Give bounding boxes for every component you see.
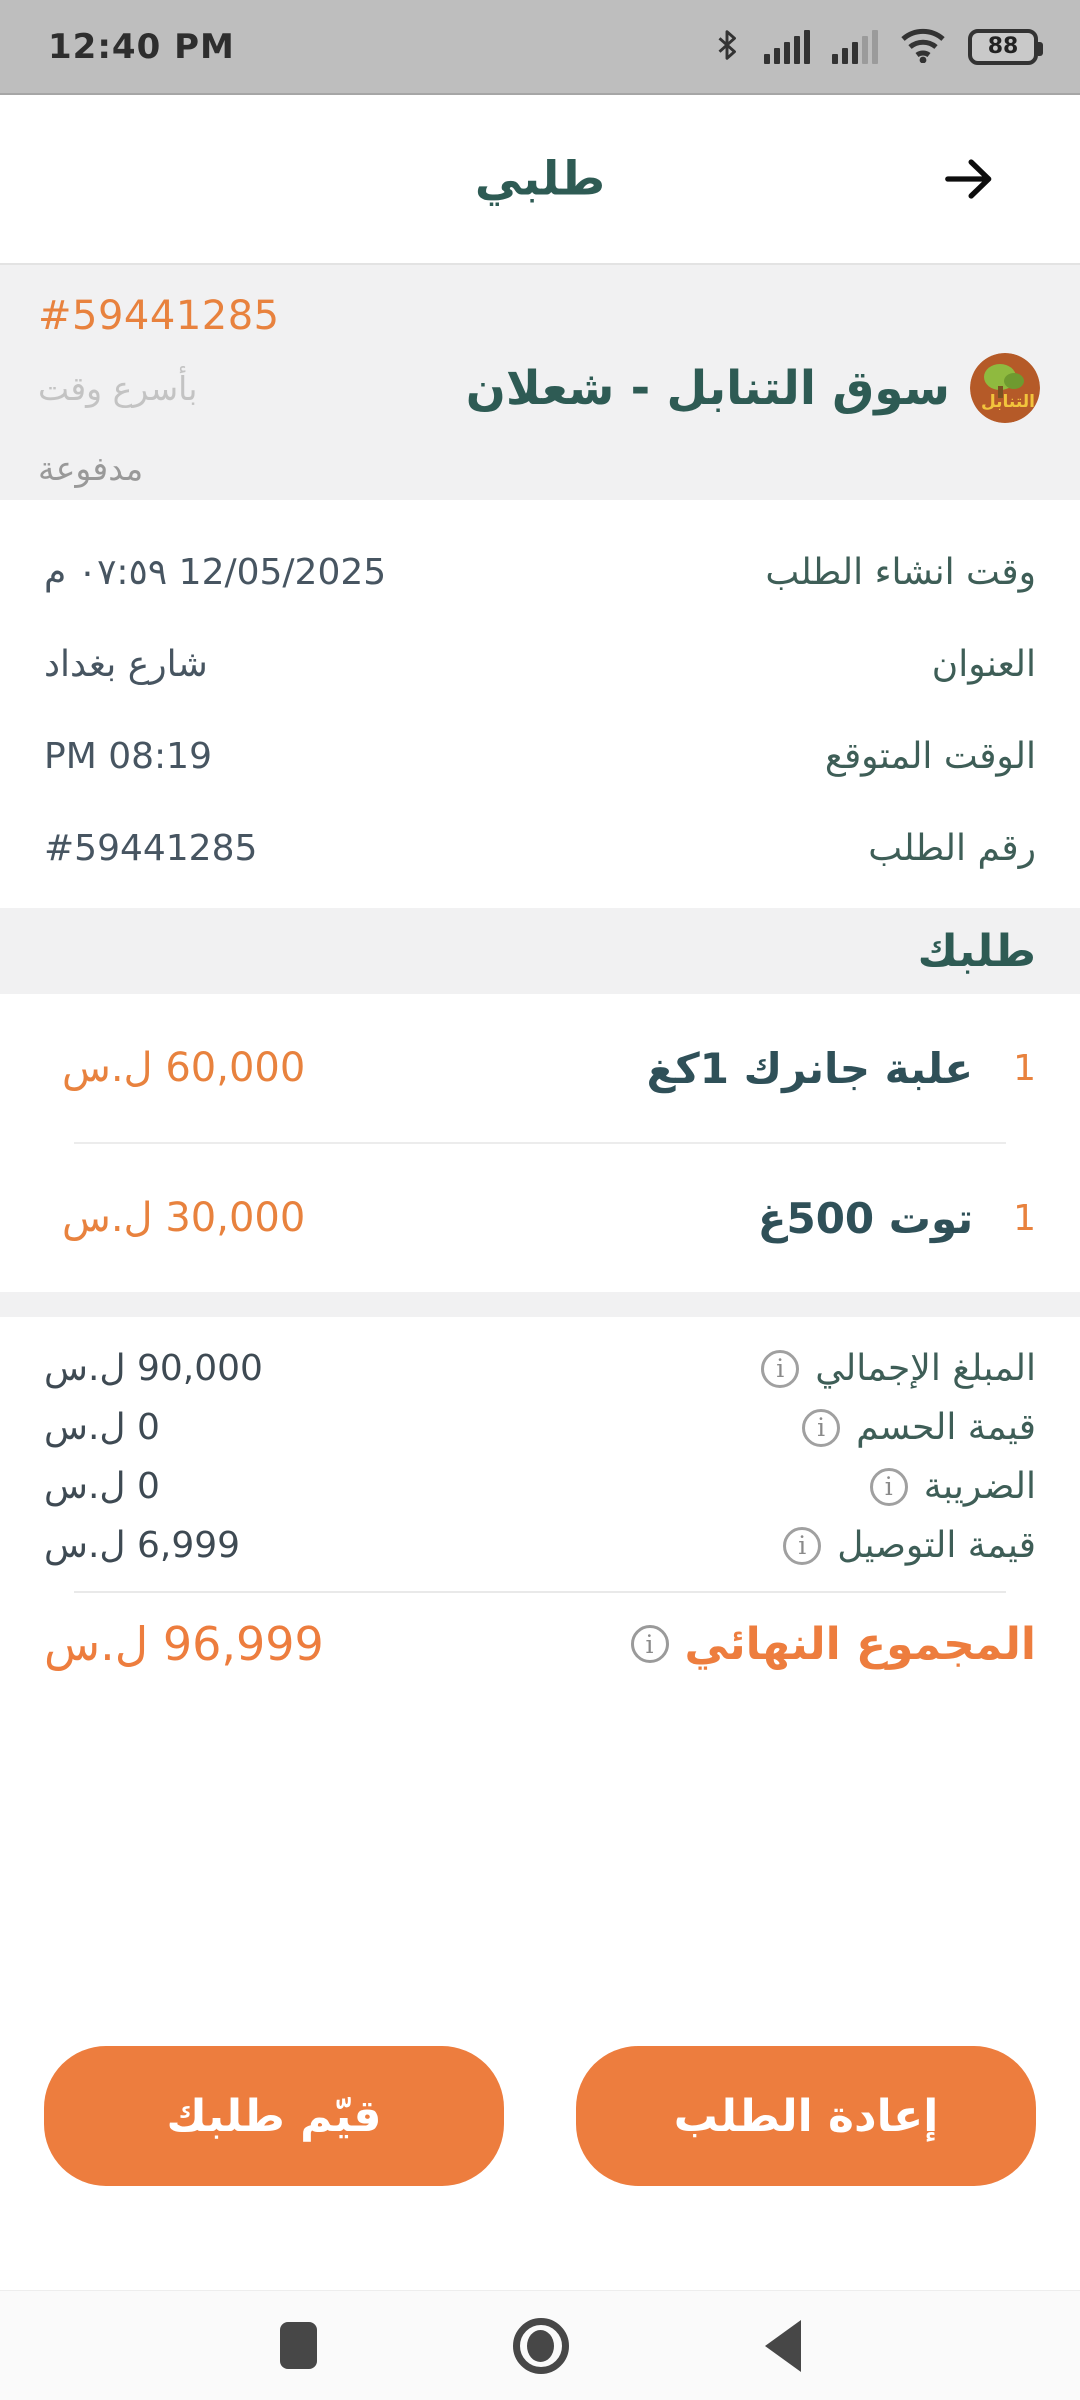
list-item: 1 علبة جانرك 1كغ 60,000 ل.س	[0, 994, 1080, 1142]
signal-sim2-icon	[832, 29, 878, 64]
total-row-delivery: قيمة التوصيل i 6,999 ل.س	[44, 1516, 1036, 1575]
info-icon[interactable]: i	[761, 1349, 800, 1388]
total-value: 0 ل.س	[44, 1466, 160, 1507]
total-row-discount: قيمة الحسم i 0 ل.س	[44, 1398, 1036, 1457]
total-label: المبلغ الإجمالي	[815, 1348, 1036, 1389]
android-nav-bar	[0, 2290, 1080, 2400]
battery-percent: 88	[987, 34, 1019, 59]
rate-order-button[interactable]: قيّم طلبك	[44, 2046, 504, 2186]
total-row-tax: الضريبة i 0 ل.س	[44, 1457, 1036, 1516]
total-value: 90,000 ل.س	[44, 1348, 263, 1389]
total-label: قيمة الحسم	[856, 1407, 1036, 1448]
store-group[interactable]: التنابل سوق التنابل - شعلان	[466, 353, 1040, 423]
spacer	[0, 2186, 1080, 2290]
detail-row-created-time: وقت انشاء الطلب 12/05/2025 ٠٧:٥٩ م	[44, 526, 1036, 618]
total-row-subtotal: المبلغ الإجمالي i 90,000 ل.س	[44, 1339, 1036, 1398]
status-time: 12:40 PM	[48, 26, 235, 67]
detail-label: وقت انشاء الطلب	[765, 551, 1036, 593]
app-header: طلبي	[0, 95, 1080, 265]
svg-text:التنابل: التنابل	[981, 392, 1035, 412]
item-quantity: 1	[1013, 1047, 1036, 1089]
wifi-icon	[900, 27, 946, 67]
order-card: #59441285 التنابل سوق التنابل - شعلان بأ…	[0, 265, 1080, 500]
info-icon[interactable]: i	[783, 1526, 822, 1565]
item-quantity: 1	[1013, 1197, 1036, 1239]
back-arrow-icon[interactable]	[942, 151, 998, 207]
signal-sim1-icon	[764, 29, 810, 64]
divider-strip	[0, 1292, 1080, 1317]
store-logo: التنابل	[970, 353, 1040, 423]
info-icon[interactable]: i	[802, 1408, 841, 1447]
total-label: الضريبة	[923, 1466, 1036, 1507]
detail-value: #59441285	[44, 827, 258, 869]
list-item: 1 توت 500غ 30,000 ل.س	[0, 1144, 1080, 1292]
detail-value: شارع بغداد	[44, 643, 208, 685]
page-title: طلبي	[474, 151, 606, 207]
battery-icon: 88	[968, 28, 1043, 65]
status-bar: 12:40 PM 88	[0, 0, 1080, 95]
final-total-row: المجموع النهائي i 96,999 ل.س	[0, 1593, 1080, 1671]
detail-label: العنوان	[931, 643, 1036, 685]
items-list: 1 علبة جانرك 1كغ 60,000 ل.س 1 توت 500غ 3…	[0, 994, 1080, 1292]
action-buttons: إعادة الطلب قيّم طلبك	[0, 2046, 1080, 2186]
status-icons: 88	[712, 26, 1043, 68]
order-details: وقت انشاء الطلب 12/05/2025 ٠٧:٥٩ م العنو…	[0, 500, 1080, 908]
payment-status-badge: مدفوعة	[38, 449, 144, 488]
nav-back-button[interactable]	[764, 2319, 801, 2372]
your-order-section-header: طلبك	[0, 908, 1080, 994]
store-name: سوق التنابل - شعلان	[465, 360, 950, 416]
divider	[74, 1142, 1006, 1144]
totals-section: المبلغ الإجمالي i 90,000 ل.س قيمة الحسم …	[0, 1317, 1080, 1575]
item-price: 60,000 ل.س	[62, 1045, 306, 1091]
info-icon[interactable]: i	[630, 1625, 669, 1663]
bluetooth-icon	[712, 26, 742, 68]
info-icon[interactable]: i	[869, 1467, 908, 1506]
detail-value: 12/05/2025 ٠٧:٥٩ م	[44, 551, 387, 593]
item-name: علبة جانرك 1كغ	[646, 1043, 974, 1093]
reorder-button[interactable]: إعادة الطلب	[576, 2046, 1036, 2186]
detail-row-order-number: رقم الطلب #59441285	[44, 802, 1036, 894]
detail-row-expected-time: الوقت المتوقع 08:19 PM	[44, 710, 1036, 802]
delivery-mode: بأسرع وقت	[38, 368, 198, 408]
item-name: توت 500غ	[757, 1193, 974, 1243]
order-id: #59441285	[38, 293, 280, 339]
section-title: طلبك	[917, 925, 1036, 977]
total-value: 0 ل.س	[44, 1407, 160, 1448]
item-price: 30,000 ل.س	[62, 1195, 306, 1241]
final-total-label: المجموع النهائي	[684, 1618, 1036, 1670]
detail-value: 08:19 PM	[44, 735, 212, 777]
divider	[74, 1591, 1006, 1593]
detail-label: الوقت المتوقع	[824, 735, 1036, 777]
detail-label: رقم الطلب	[868, 827, 1036, 869]
total-label: قيمة التوصيل	[837, 1525, 1036, 1566]
final-total-value: 96,999 ل.س	[44, 1617, 324, 1671]
total-value: 6,999 ل.س	[44, 1525, 241, 1566]
spacer	[0, 1671, 1080, 2046]
detail-row-address: العنوان شارع بغداد	[44, 618, 1036, 710]
home-button[interactable]	[512, 2317, 569, 2374]
recents-button[interactable]	[279, 2322, 317, 2369]
